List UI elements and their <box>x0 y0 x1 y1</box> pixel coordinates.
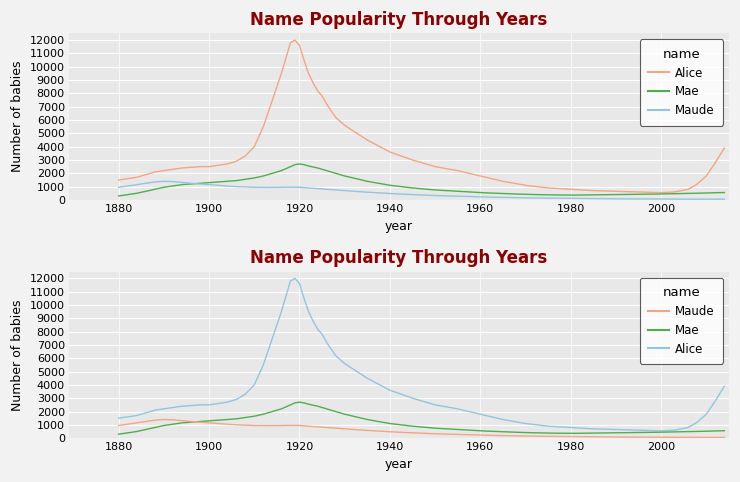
X-axis label: year: year <box>385 220 413 233</box>
Legend: Alice, Mae, Maude: Alice, Mae, Maude <box>639 40 723 126</box>
Title: Name Popularity Through Years: Name Popularity Through Years <box>250 249 548 268</box>
Legend: Maude, Mae, Alice: Maude, Mae, Alice <box>639 278 723 364</box>
Y-axis label: Number of babies: Number of babies <box>11 299 24 411</box>
X-axis label: year: year <box>385 458 413 471</box>
Y-axis label: Number of babies: Number of babies <box>11 61 24 173</box>
Title: Name Popularity Through Years: Name Popularity Through Years <box>250 11 548 29</box>
